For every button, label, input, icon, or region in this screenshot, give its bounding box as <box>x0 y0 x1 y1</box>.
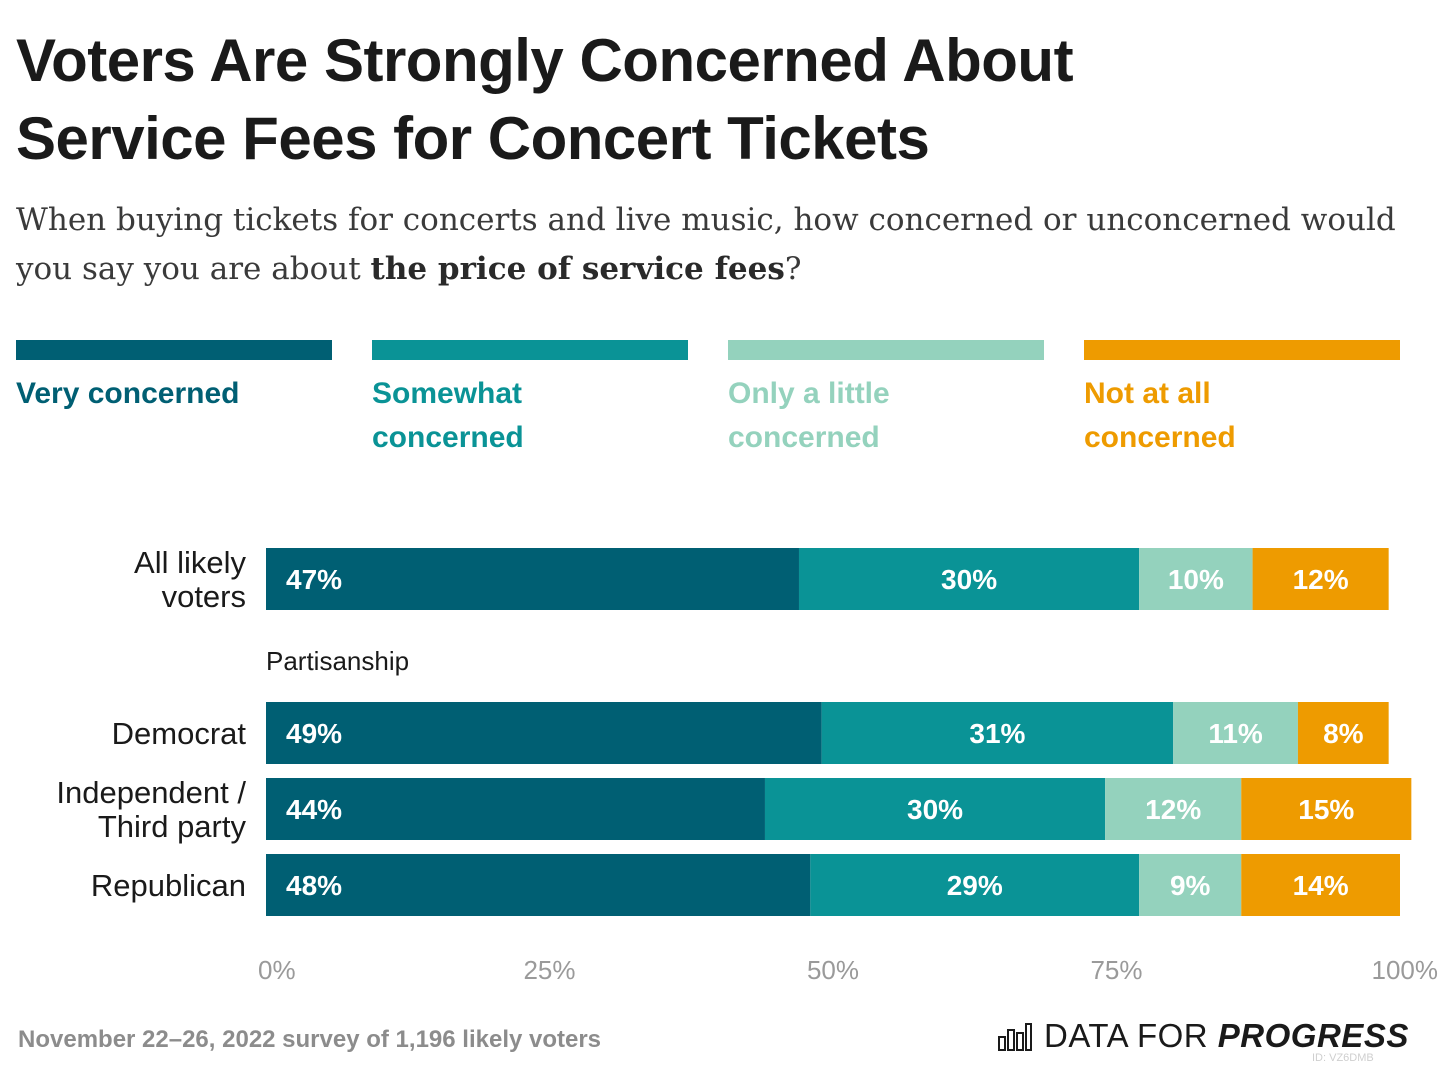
bar-segment <box>798 548 1140 610</box>
data-label: 12% <box>1145 794 1201 825</box>
data-label: 12% <box>1293 564 1349 595</box>
bar-segment <box>1252 548 1389 610</box>
bar-segment <box>1241 854 1400 916</box>
bar-segment <box>266 778 765 840</box>
data-label: 9% <box>1170 870 1211 901</box>
survey-source-note: November 22–26, 2022 survey of 1,196 lik… <box>18 1026 602 1053</box>
category-label: Democrat <box>112 716 247 751</box>
x-tick-label: 0% <box>258 955 296 985</box>
bar-segment <box>1241 778 1412 840</box>
x-tick-label: 50% <box>807 955 859 985</box>
data-label: 49% <box>286 718 342 749</box>
data-label: 44% <box>286 794 342 825</box>
chart-title: Voters Are Strongly Concerned About Serv… <box>16 22 1416 178</box>
data-label: 48% <box>286 870 342 901</box>
legend-somewhat-concerned: Somewhat concerned <box>372 340 688 460</box>
chart-id: ID: VZ6DMB <box>1312 1052 1374 1064</box>
bar-chart-logo-icon <box>998 1023 1032 1051</box>
legend-swatch <box>728 340 1044 360</box>
x-tick-label: 25% <box>523 955 575 985</box>
data-label: 10% <box>1168 564 1224 595</box>
logo-wordmark: DATA FOR PROGRESS <box>1044 1017 1409 1055</box>
legend-swatch <box>1084 340 1400 360</box>
bar-segment <box>821 702 1174 764</box>
data-for-progress-logo: DATA FOR PROGRESS <box>998 1012 1418 1060</box>
data-label: 29% <box>947 870 1003 901</box>
group-label: Partisanship <box>266 646 409 676</box>
data-label: 47% <box>286 564 342 595</box>
category-label: All likely <box>134 545 246 580</box>
legend-label-line1: Very concerned <box>16 377 240 410</box>
logo-light-text: DATA FOR <box>1044 1017 1218 1054</box>
legend-label-line2: concerned <box>728 421 880 454</box>
bar-segment <box>1139 854 1242 916</box>
legend-label-line1: Only a little <box>728 377 890 410</box>
bar-segment <box>266 548 799 610</box>
data-label: 14% <box>1293 870 1349 901</box>
data-label: 31% <box>969 718 1025 749</box>
chart-title-line2: Service Fees for Concert Tickets <box>16 105 930 172</box>
category-label: Republican <box>91 868 246 903</box>
bar-segment <box>1139 548 1253 610</box>
category-label: voters <box>162 579 246 614</box>
bar-segment <box>810 854 1140 916</box>
data-label: 8% <box>1323 718 1364 749</box>
x-tick-label: 100% <box>1372 955 1439 985</box>
subtitle-emphasis: the price of service fees <box>370 251 785 287</box>
logo-bold-text: PROGRESS <box>1217 1017 1409 1054</box>
bar-segment <box>764 778 1106 840</box>
legend-label-line1: Somewhat <box>372 377 523 410</box>
x-tick-label: 75% <box>1090 955 1142 985</box>
bar-segment <box>1173 702 1298 764</box>
chart-subtitle: When buying tickets for concerts and liv… <box>16 196 1416 294</box>
legend-label-line2: concerned <box>372 421 524 454</box>
legend-not-at-all-concerned: Not at all concerned <box>1084 340 1400 460</box>
data-label: 15% <box>1298 794 1354 825</box>
legend-label: Not at all concerned <box>1084 372 1384 460</box>
subtitle-end: ? <box>784 251 802 287</box>
bar-segment <box>266 702 822 764</box>
bar-segment <box>1297 702 1389 764</box>
legend-label: Somewhat concerned <box>372 372 672 460</box>
data-label: 30% <box>941 564 997 595</box>
legend-label: Only a little concerned <box>728 372 1028 460</box>
legend-swatch <box>372 340 688 360</box>
legend-label-line2: concerned <box>1084 421 1236 454</box>
legend-label-line1: Not at all <box>1084 377 1211 410</box>
chart-title-line1: Voters Are Strongly Concerned About <box>16 27 1074 94</box>
legend-only-a-little-concerned: Only a little concerned <box>728 340 1044 460</box>
bar-segment <box>1105 778 1242 840</box>
legend-swatch <box>16 340 332 360</box>
data-label: 11% <box>1208 718 1263 749</box>
category-label: Third party <box>98 809 247 844</box>
bar-segment <box>266 854 811 916</box>
subtitle-text: When buying tickets for concerts and liv… <box>16 202 1396 287</box>
category-label: Independent / <box>56 775 246 810</box>
data-label: 30% <box>907 794 963 825</box>
legend-very-concerned: Very concerned <box>16 340 332 416</box>
legend-label: Very concerned <box>16 372 316 416</box>
